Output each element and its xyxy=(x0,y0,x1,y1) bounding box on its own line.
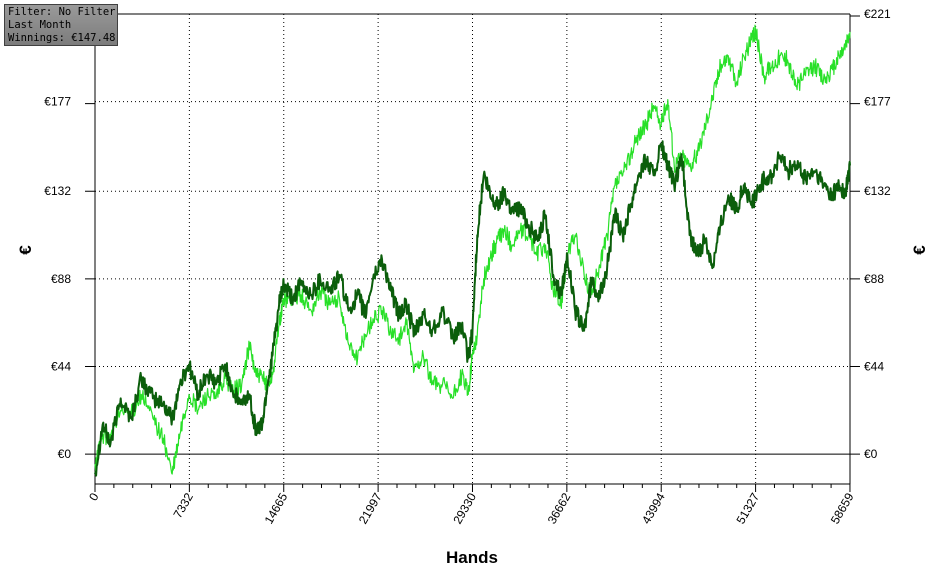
y-axis-title-right: € xyxy=(910,245,929,255)
x-tick-label: 0 xyxy=(86,490,102,503)
series-line-dark xyxy=(94,140,851,477)
y-tick-labels-left: €0€44€88€132€177€221 xyxy=(44,7,71,461)
y-tick-label-left: €88 xyxy=(51,272,71,286)
x-tick-label: 51327 xyxy=(733,490,762,526)
y-tick-label-right: €44 xyxy=(864,360,884,374)
x-tick-label: 29330 xyxy=(450,490,479,526)
x-axis-title: Hands xyxy=(446,548,498,567)
period-label: Last Month xyxy=(8,19,72,31)
y-tick-label-left: €0 xyxy=(58,447,72,461)
axes xyxy=(85,13,860,492)
y-tick-label-right: €221 xyxy=(864,7,891,21)
y-tick-label-right: €88 xyxy=(864,272,884,286)
y-tick-label-left: €44 xyxy=(51,360,71,374)
series-layer xyxy=(94,24,851,477)
y-tick-label-right: €177 xyxy=(864,95,891,109)
y-tick-label-right: €132 xyxy=(864,184,891,198)
y-tick-label-left: €177 xyxy=(44,95,71,109)
filter-label: Filter: No Filter xyxy=(8,6,116,18)
x-tick-labels: 0 7332 14665 21997 29330 36662 43994 51327 58659 xyxy=(86,490,857,526)
y-axis-title-left: € xyxy=(16,245,35,255)
series-line-light xyxy=(94,24,851,475)
x-tick-label: 36662 xyxy=(545,490,574,526)
y-tick-label-right: €0 xyxy=(864,447,878,461)
x-tick-label: 14665 xyxy=(262,490,291,526)
x-tick-label: 43994 xyxy=(639,490,668,526)
x-tick-label: 21997 xyxy=(356,490,385,526)
filter-info-box: Filter: No Filter Last Month Winnings: €… xyxy=(4,4,118,46)
x-tick-label: 7332 xyxy=(170,490,196,520)
x-tick-label: 58659 xyxy=(828,490,857,526)
winnings-label: Winnings: €147.48 xyxy=(8,32,116,44)
y-tick-label-left: €132 xyxy=(44,184,71,198)
y-tick-labels-right: €0 €44 €88 €132 €177 €221 xyxy=(864,7,891,461)
